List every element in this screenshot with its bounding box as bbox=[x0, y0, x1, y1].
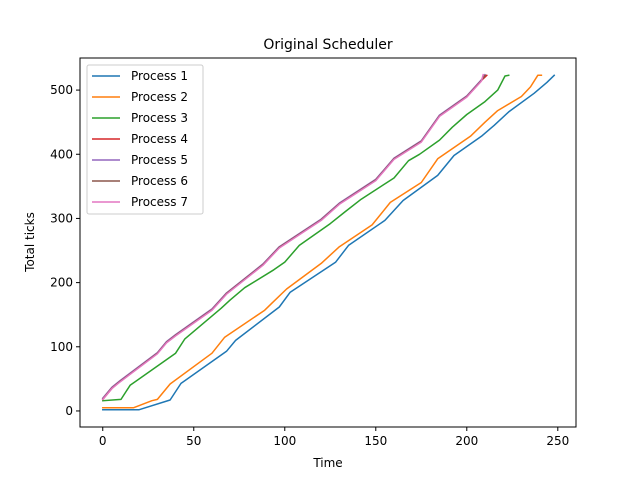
y-tick-label: 200 bbox=[50, 276, 73, 290]
legend-label-process-1: Process 1 bbox=[131, 69, 188, 83]
legend-label-process-3: Process 3 bbox=[131, 111, 188, 125]
legend-entries: Process 1 Process 2 Process 3 Process 4 Proc… bbox=[92, 69, 188, 209]
y-tick-label: 400 bbox=[50, 147, 73, 161]
x-tick-label: 250 bbox=[546, 434, 569, 448]
x-tick-label: 0 bbox=[99, 434, 107, 448]
plot-area bbox=[79, 57, 577, 428]
x-tick-label: 50 bbox=[186, 434, 201, 448]
legend-label-process-7: Process 7 bbox=[131, 195, 188, 209]
series-line-process-3 bbox=[101, 74, 510, 402]
legend: Process 1 Process 2 Process 3 Process 4 Proc… bbox=[86, 64, 204, 215]
chart-title: Original Scheduler bbox=[263, 37, 393, 53]
x-axis-label: Time bbox=[312, 456, 342, 470]
y-tick-label: 100 bbox=[50, 340, 73, 354]
y-tick-label: 300 bbox=[50, 211, 73, 225]
x-axis-ticks: 0 50 100 150 200 250 bbox=[99, 427, 569, 448]
y-axis-label: Total ticks bbox=[23, 212, 37, 273]
series-line-process-7 bbox=[101, 73, 485, 401]
x-tick-label: 200 bbox=[455, 434, 478, 448]
axes-frame bbox=[79, 57, 577, 428]
series-line-process-1 bbox=[102, 74, 556, 411]
legend-label-process-2: Process 2 bbox=[131, 90, 188, 104]
x-tick-label: 150 bbox=[364, 434, 387, 448]
legend-frame bbox=[86, 64, 204, 215]
y-axis-ticks: 0 100 200 300 400 500 bbox=[50, 83, 80, 418]
legend-label-process-5: Process 5 bbox=[131, 153, 188, 167]
y-tick-label: 500 bbox=[50, 83, 73, 97]
series-line-process-2 bbox=[102, 74, 543, 409]
legend-label-process-4: Process 4 bbox=[131, 132, 188, 146]
y-tick-label: 0 bbox=[65, 404, 73, 418]
x-tick-label: 100 bbox=[273, 434, 296, 448]
legend-label-process-6: Process 6 bbox=[131, 174, 188, 188]
series-group bbox=[101, 73, 556, 411]
